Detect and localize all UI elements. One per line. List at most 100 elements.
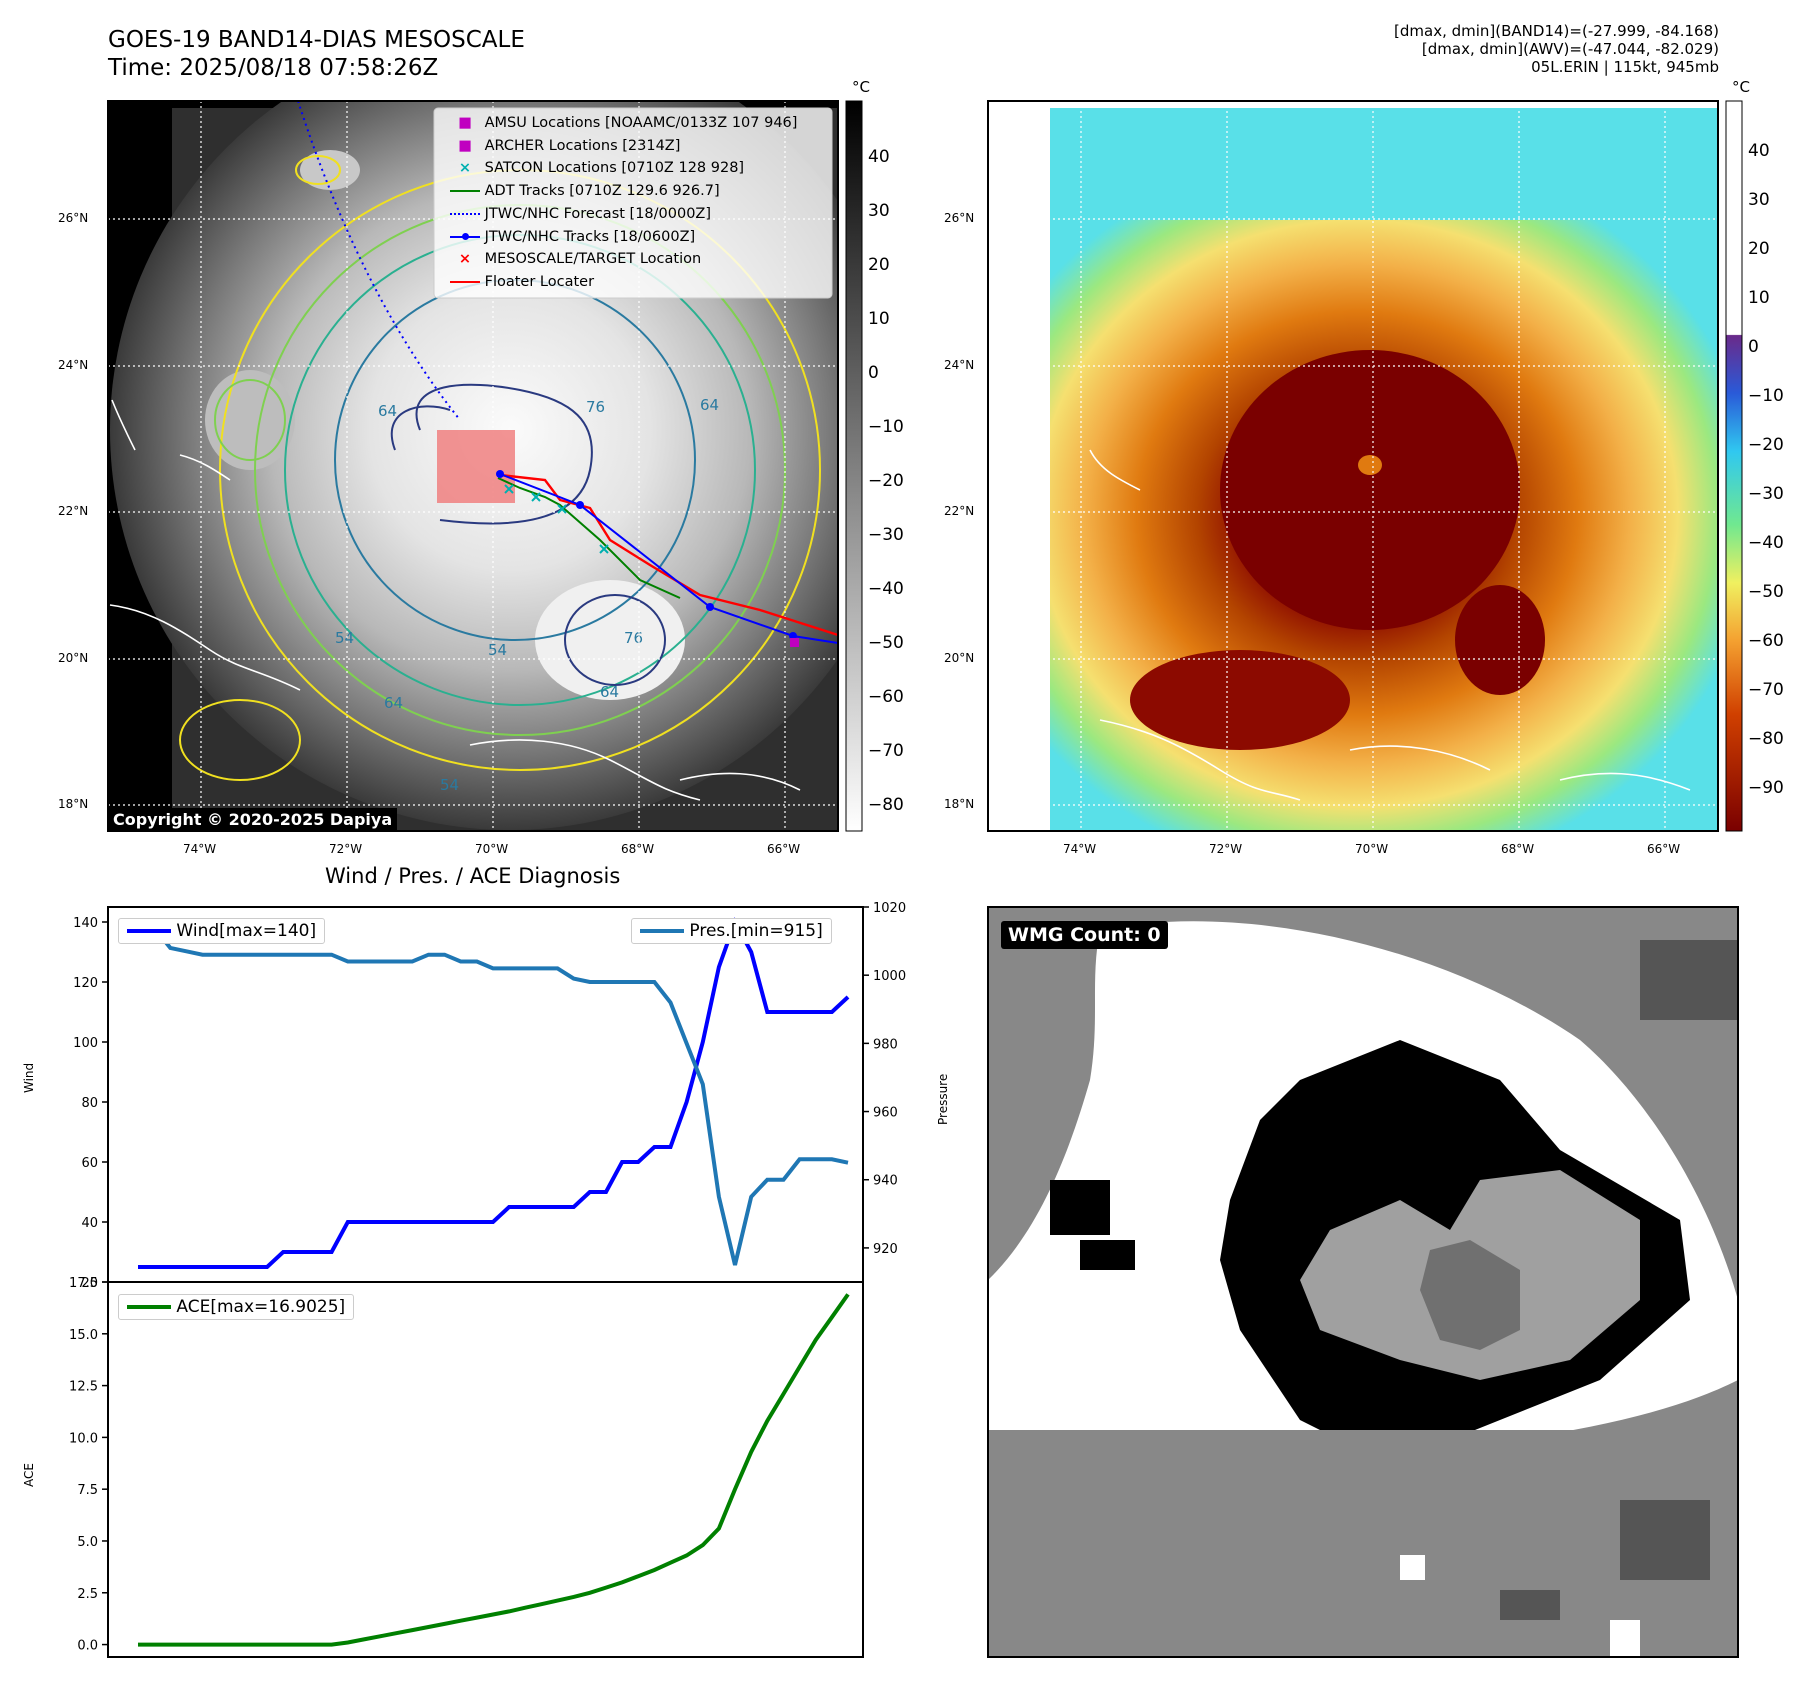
dias-colorbar-unit: °C: [1732, 78, 1750, 96]
contour-label-6: 64: [600, 683, 619, 701]
ir-legend-entries: ■ AMSU Locations [NOAAMC/0133Z 107 946] …: [450, 112, 797, 294]
dias-cb-tick-40: 40: [1748, 141, 1770, 161]
ace-legend-swatch: [127, 1305, 171, 1309]
dias-lon-tick-72: 72°W: [1209, 842, 1243, 856]
pressure-series-line: [138, 925, 849, 1266]
coast-bahamas-2: [111, 399, 136, 451]
wind-legend-swatch: [127, 929, 171, 933]
legend-amsu-label: AMSU Locations [NOAAMC/0133Z 107 946]: [484, 115, 798, 131]
ir-lon-tick-68: 68°W: [621, 842, 655, 856]
coast-puerto-rico: [679, 772, 801, 791]
ir-lon-tick-72: 72°W: [329, 842, 363, 856]
dias-coast-cuba: [1099, 719, 1301, 801]
pressure-axis-tick-label: 1000: [873, 969, 906, 984]
wind-axis-tick-label: 80: [81, 1096, 98, 1111]
ir-lon-tick-74: 74°W: [183, 842, 217, 856]
dias-cb-tick-m40: −40: [1748, 533, 1784, 553]
legend-adt-marker: [450, 190, 480, 193]
legend-satcon-label: SATCON Locations [0710Z 128 928]: [484, 160, 745, 177]
amsu-marker: [790, 638, 799, 647]
legend-jtwc-tracks: JTWC/NHC Tracks [18/0600Z]: [450, 226, 797, 249]
coast-bahamas: [179, 454, 231, 481]
wind-axis-tick-label: 140: [73, 916, 98, 931]
pres-legend: Pres.[min=915]: [631, 918, 832, 944]
ir-cb-tick-20: 20: [868, 255, 890, 275]
legend-archer: ■ ARCHER Locations [2314Z]: [450, 135, 797, 158]
pressure-axis-tick-label: 1020: [873, 901, 906, 916]
legend-floater-label: Floater Locater: [484, 273, 595, 290]
dias-coast-hispaniola: [1349, 745, 1491, 771]
dias-lat-tick-18: 18°N: [944, 797, 975, 811]
legend-satcon-marker: ×: [458, 160, 472, 177]
contour-south-band: [564, 594, 666, 686]
pressure-ylabel: Pressure: [936, 1073, 950, 1125]
dias-coast-bahamas: [1089, 449, 1141, 491]
legend-satcon: × SATCON Locations [0710Z 128 928]: [450, 157, 797, 180]
pressure-axis-tick-label: 920: [873, 1242, 898, 1257]
dias-cb-tick-m90: −90: [1748, 778, 1784, 798]
dias-cb-tick-30: 30: [1748, 190, 1770, 210]
dias-cb-tick-m50: −50: [1748, 582, 1784, 602]
pressure-axis-tick-label: 960: [873, 1106, 898, 1121]
ir-lat-tick-22: 22°N: [58, 504, 89, 518]
legend-amsu-marker: ■: [458, 115, 472, 131]
wind-legend: Wind[max=140]: [118, 918, 326, 944]
dias-cb-tick-10: 10: [1748, 288, 1770, 308]
floater-locater-track: [499, 473, 838, 637]
ir-cb-tick-m30: −30: [868, 525, 904, 545]
contour-label-4: 54: [488, 641, 507, 659]
dias-lat-tick-20: 20°N: [944, 651, 975, 665]
legend-archer-label: ARCHER Locations [2314Z]: [484, 137, 681, 154]
dias-lon-tick-68: 68°W: [1501, 842, 1535, 856]
ir-cb-tick-30: 30: [868, 201, 890, 221]
contour-label-5: 76: [624, 629, 643, 647]
wind-axis-tick-label: 40: [81, 1216, 98, 1231]
contour-label-8: 54: [440, 776, 459, 794]
legend-floater: Floater Locater: [450, 271, 797, 294]
legend-jtwc-tracks-label: JTWC/NHC Tracks [18/0600Z]: [484, 228, 696, 245]
contour-west-cell: [214, 379, 286, 461]
dias-cb-tick-m30: −30: [1748, 484, 1784, 504]
contour-label-7: 54: [335, 629, 354, 647]
wmg-panel-border: [987, 906, 1739, 1658]
contour-sw-cell: [179, 699, 301, 781]
wind-axis-tick-label: 20: [81, 1276, 98, 1291]
ir-cb-tick-m10: −10: [868, 417, 904, 437]
dias-cb-tick-m10: −10: [1748, 386, 1784, 406]
jtwc-forecast-track: [297, 101, 461, 421]
wmg-count-badge: WMG Count: 0: [1001, 921, 1168, 949]
dias-map: [988, 101, 1718, 831]
ir-lat-tick-24: 24°N: [58, 358, 89, 372]
coast-hispaniola: [469, 739, 701, 801]
contour-label-3: 64: [700, 396, 719, 414]
dias-lon-tick-66: 66°W: [1647, 842, 1681, 856]
wind-axis-tick-label: 120: [73, 976, 98, 991]
legend-floater-marker: [450, 280, 480, 283]
wind-ylabel: Wind: [22, 1062, 36, 1093]
plot-title-line2: Time: 2025/08/18 07:58:26Z: [108, 55, 439, 81]
legend-mesoscale: × MESOSCALE/TARGET Location: [450, 248, 797, 271]
legend-jtwc-forecast: JTWC/NHC Forecast [18/0000Z]: [450, 203, 797, 226]
dias-lat-tick-22: 22°N: [944, 504, 975, 518]
ace-legend-label: ACE[max=16.9025]: [176, 1297, 346, 1317]
ace-axes-frame: [107, 1281, 864, 1658]
legend-jtwc-forecast-label: JTWC/NHC Forecast [18/0000Z]: [484, 205, 712, 222]
dias-lon-tick-74: 74°W: [1063, 842, 1097, 856]
adt-track: [497, 477, 681, 599]
ir-cb-tick-0: 0: [868, 363, 879, 383]
legend-adt-label: ADT Tracks [0710Z 129.6 926.7]: [484, 183, 720, 200]
plot-title-line1: GOES-19 BAND14-DIAS MESOSCALE: [108, 27, 525, 53]
ir-cb-tick-m80: −80: [868, 795, 904, 815]
ir-map: 64 76 64 54 76 64 54 54 64: [108, 101, 838, 831]
diagnosis-title: Wind / Pres. / ACE Diagnosis: [325, 864, 621, 888]
wmg-panel: [988, 907, 1738, 1657]
ir-cb-tick-m20: −20: [868, 471, 904, 491]
contour-label-9: 64: [384, 694, 403, 712]
ir-lat-tick-26: 26°N: [58, 211, 89, 225]
mesoscale-target-box: [437, 430, 515, 503]
legend-mesoscale-label: MESOSCALE/TARGET Location: [484, 251, 702, 268]
plot-title: GOES-19 BAND14-DIAS MESOSCALE Time: 2025…: [108, 26, 525, 82]
meta-awv: [dmax, dmin](AWV)=(-47.044, -82.029): [1421, 40, 1719, 58]
